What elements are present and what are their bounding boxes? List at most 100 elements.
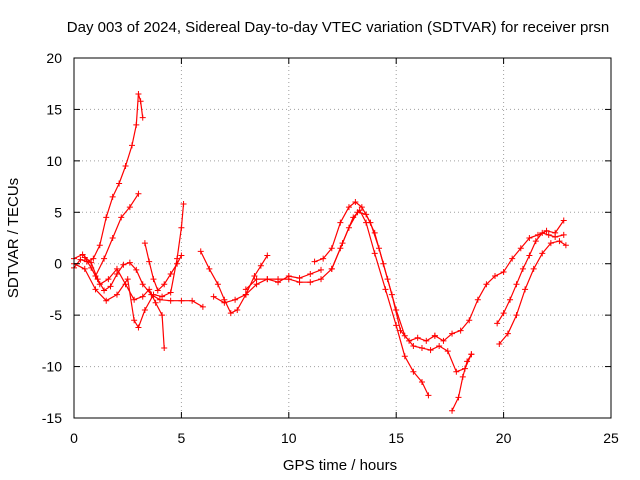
data-point [509,255,516,262]
data-point [352,199,359,205]
data-point [135,190,142,197]
series-track-n [496,238,569,347]
data-point [234,307,241,313]
y-tick-label: 5 [54,204,62,220]
data-point [545,231,552,238]
data-point [96,281,103,288]
series-track-d [81,254,168,352]
data-point [178,224,185,231]
data-point [128,142,135,149]
series-track-c [71,201,187,331]
data-point [178,297,185,304]
data-point [120,261,127,268]
data-point [483,281,490,288]
data-point [113,265,120,272]
data-point [427,347,434,354]
data-point [257,262,264,269]
data-point [146,258,153,265]
data-point [133,121,140,128]
data-point [363,211,370,218]
y-axis-title: SDTVAR / TECUs [5,178,22,298]
data-point [453,368,460,375]
data-point [101,287,108,294]
data-point [264,252,271,259]
data-point [526,252,533,259]
y-tick-label: -15 [42,410,62,426]
data-point [526,235,533,241]
data-point [500,310,507,317]
series-line [84,257,165,349]
data-point [393,322,400,329]
data-point [532,238,539,245]
data-point [167,297,174,304]
data-point [345,224,352,231]
data-point [504,330,511,337]
data-point [507,296,514,303]
data-point [444,348,451,355]
data-point [410,343,417,349]
data-point [90,255,97,262]
data-point [126,259,133,266]
data-point [371,229,378,236]
series-track-f [92,190,142,280]
data-point [388,291,395,298]
data-point [178,252,185,259]
data-point [131,296,138,303]
data-point [227,310,234,317]
data-point [167,289,174,296]
y-tick-label: 10 [46,153,62,169]
data-point [253,276,260,283]
data-point [519,265,526,272]
data-point [109,235,116,241]
data-point [406,337,413,344]
data-point [455,394,462,401]
data-point [96,242,103,249]
data-point [137,98,144,105]
data-point [275,276,282,283]
data-point [156,296,163,303]
data-point [103,214,110,221]
data-point [423,337,430,344]
data-point [494,320,501,327]
data-point [124,276,131,283]
data-point [440,337,447,344]
y-tick-label: 0 [54,256,62,272]
data-point [459,373,466,380]
data-point [133,266,140,273]
plot-frame [73,57,612,419]
data-point [307,271,314,277]
data-point [466,317,473,324]
data-point [354,209,361,216]
data-point [109,193,116,200]
data-point [264,276,271,283]
x-tick-label: 10 [281,430,297,446]
series-track-e [141,240,185,294]
data-point [206,265,213,272]
data-point [562,242,569,249]
data-point [199,303,206,310]
grid-lines [74,58,611,418]
data-point [79,251,86,258]
data-point [371,250,378,257]
data-point [113,291,120,298]
data-point [253,281,260,288]
data-point [382,286,389,293]
data-point [539,250,546,257]
data-point [92,273,99,280]
data-point [122,163,129,169]
data-point [457,327,464,334]
data-point [410,368,417,375]
y-tick-label: -10 [42,359,62,375]
data-point [139,114,146,121]
data-point [513,281,520,288]
data-point [320,255,327,262]
data-point [318,266,325,273]
x-tick-label: 5 [178,430,186,446]
data-point [242,291,249,298]
data-point [174,260,181,267]
data-point [560,217,567,224]
data-point [318,276,325,283]
data-point [414,334,421,341]
data-point [141,240,148,247]
